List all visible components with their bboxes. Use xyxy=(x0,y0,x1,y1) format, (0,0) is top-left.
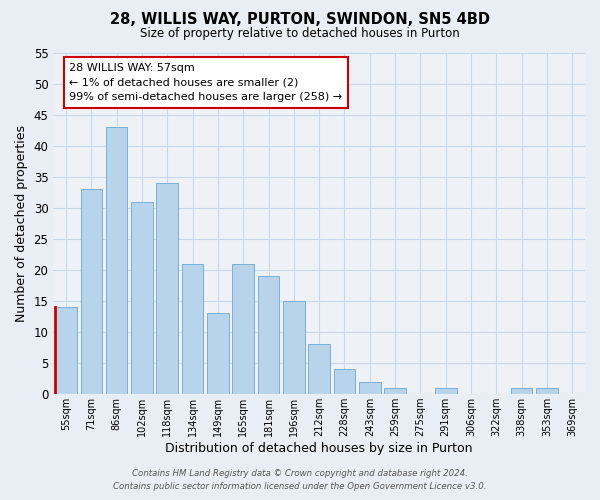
Bar xyxy=(536,388,558,394)
Bar xyxy=(207,314,229,394)
Y-axis label: Number of detached properties: Number of detached properties xyxy=(15,125,28,322)
Bar xyxy=(232,264,254,394)
Bar xyxy=(511,388,532,394)
Bar xyxy=(106,127,127,394)
Bar xyxy=(182,264,203,394)
Bar xyxy=(80,189,102,394)
X-axis label: Distribution of detached houses by size in Purton: Distribution of detached houses by size … xyxy=(166,442,473,455)
Text: 28 WILLIS WAY: 57sqm
← 1% of detached houses are smaller (2)
99% of semi-detache: 28 WILLIS WAY: 57sqm ← 1% of detached ho… xyxy=(69,62,343,102)
Text: Size of property relative to detached houses in Purton: Size of property relative to detached ho… xyxy=(140,28,460,40)
Bar xyxy=(334,370,355,394)
Bar xyxy=(258,276,279,394)
Bar xyxy=(131,202,152,394)
Bar xyxy=(385,388,406,394)
Bar xyxy=(283,301,305,394)
Bar xyxy=(435,388,457,394)
Bar xyxy=(157,183,178,394)
Text: 28, WILLIS WAY, PURTON, SWINDON, SN5 4BD: 28, WILLIS WAY, PURTON, SWINDON, SN5 4BD xyxy=(110,12,490,28)
Text: Contains HM Land Registry data © Crown copyright and database right 2024.
Contai: Contains HM Land Registry data © Crown c… xyxy=(113,470,487,491)
Bar xyxy=(359,382,380,394)
Bar xyxy=(308,344,330,394)
Bar xyxy=(55,307,77,394)
